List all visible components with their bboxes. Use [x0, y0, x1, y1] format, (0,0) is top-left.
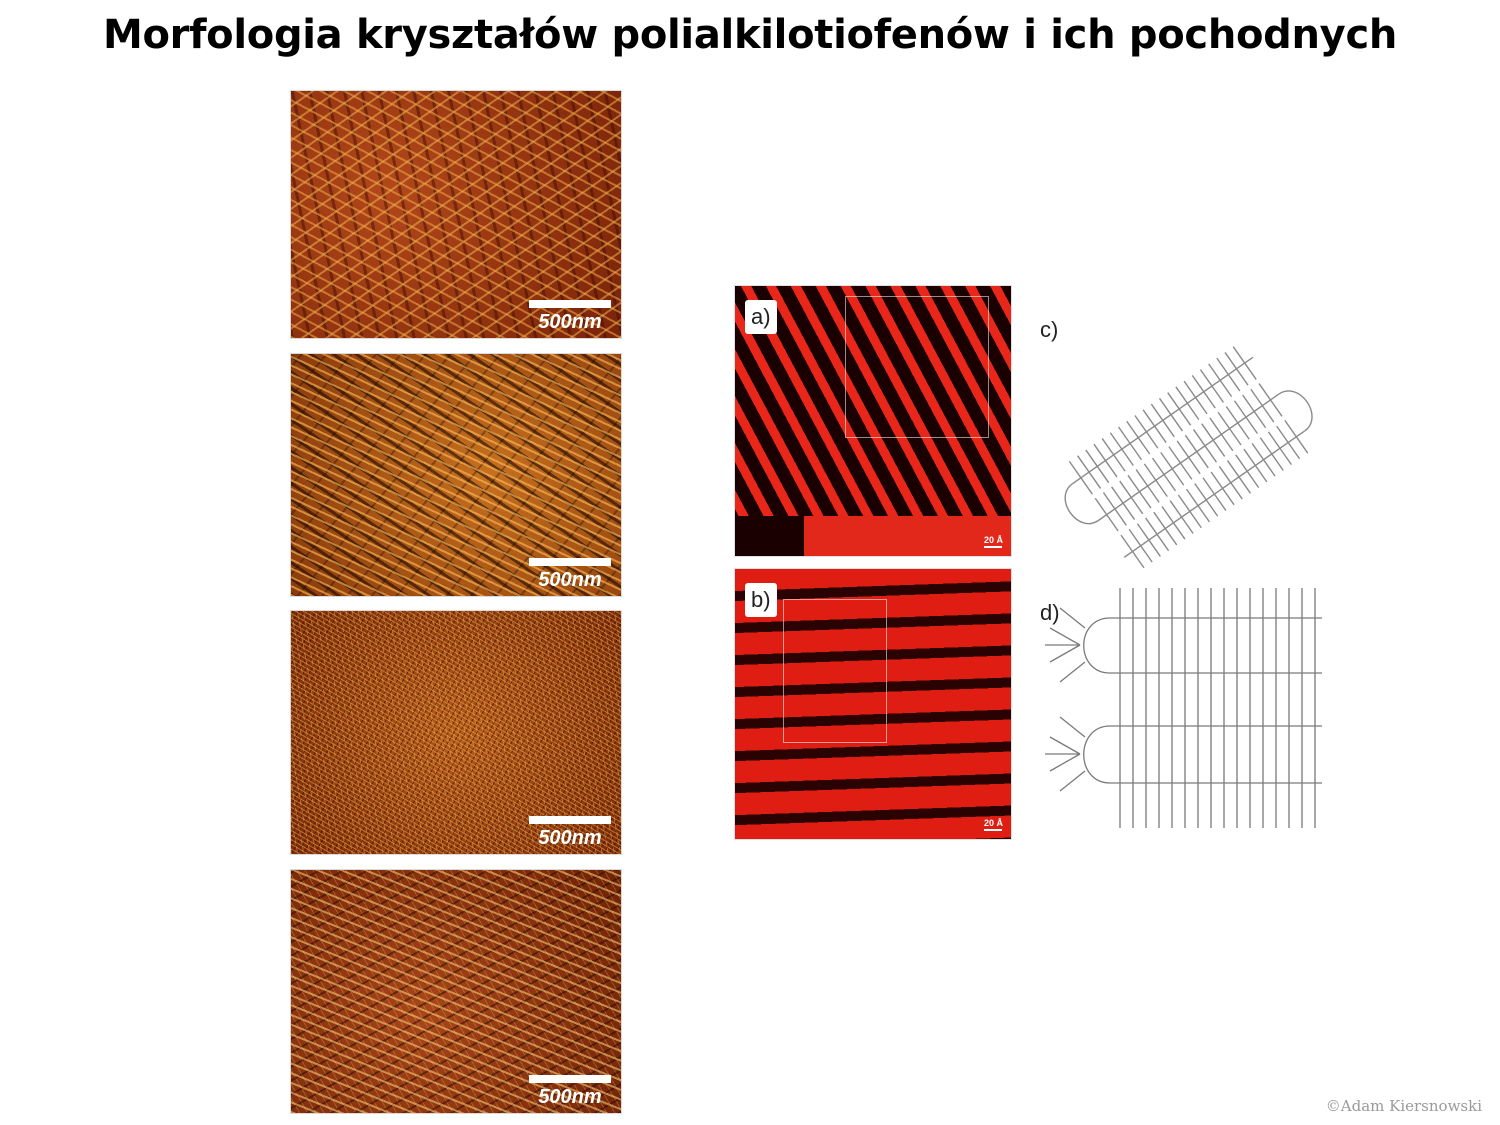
zoom-frame: [845, 296, 989, 438]
scale-label: 500nm: [538, 311, 602, 333]
stm-lower-band: [735, 516, 1011, 556]
stm-scale-label: 20 Å: [983, 818, 1003, 828]
panel-label-d: d): [1040, 600, 1060, 625]
stm-scale-bar: [984, 546, 1003, 548]
stm-image-a: a) 20 Å: [734, 285, 1012, 557]
molecular-diagram-c: c): [1030, 295, 1330, 575]
panel-label-a: a): [745, 300, 777, 334]
panel-label-b: b): [745, 583, 777, 617]
stm-scale-label: 20 Å: [983, 535, 1003, 545]
stm-scale-bar: [984, 829, 1003, 831]
scale-label: 500nm: [538, 827, 602, 849]
afm-image-4: 500nm: [290, 869, 622, 1114]
stm-scale: 20 Å: [984, 818, 1003, 831]
scale-bar: [529, 300, 611, 308]
afm-image-2: 500nm: [290, 353, 622, 597]
lamellar-structure-c: [1064, 346, 1313, 569]
stm-scale: 20 Å: [984, 535, 1003, 548]
copyright-notice: ©Adam Kiersnowski: [1325, 1097, 1482, 1115]
scale-bar: [529, 558, 611, 566]
scale-label: 500nm: [538, 569, 602, 591]
afm-image-1: 500nm: [290, 90, 622, 339]
molecular-diagram-d: d): [1030, 578, 1330, 838]
afm-image-3: 500nm: [290, 610, 622, 855]
slide-title: Morfologia kryształów polialkilotiofenów…: [102, 12, 1398, 58]
lamellar-structure-d: [1045, 588, 1322, 828]
scale-bar: [529, 816, 611, 824]
scale-label: 500nm: [538, 1086, 602, 1108]
zoom-frame: [783, 599, 887, 743]
scale-bar: [529, 1075, 611, 1083]
stm-image-b: b) 20 Å: [734, 568, 1012, 840]
panel-label-c: c): [1040, 317, 1059, 342]
